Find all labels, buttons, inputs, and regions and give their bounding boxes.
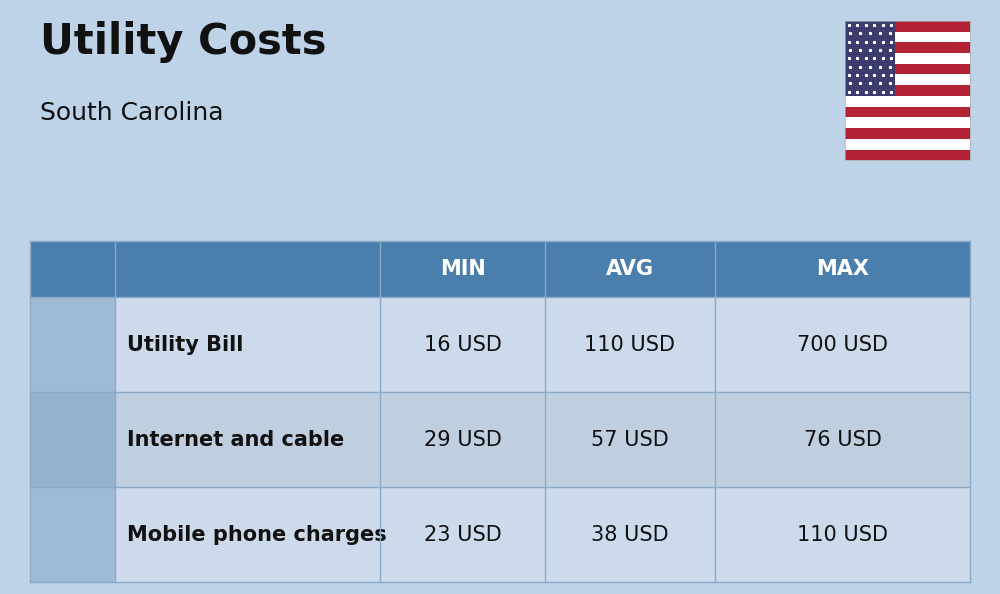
Bar [845,150,970,160]
Bar [845,21,895,96]
Text: 16 USD: 16 USD [424,334,501,355]
Text: Mobile phone charges: Mobile phone charges [127,525,387,545]
Text: MIN: MIN [440,259,485,279]
Text: 29 USD: 29 USD [424,429,501,450]
Bar [845,21,970,31]
Text: 110 USD: 110 USD [797,525,888,545]
Bar [845,139,970,150]
Text: MAX: MAX [816,259,869,279]
Bar [30,392,115,487]
Bar [845,96,970,107]
Bar [845,107,970,118]
Text: Utility Costs: Utility Costs [40,21,326,63]
Bar [30,487,115,582]
Bar [845,53,970,64]
Text: 57 USD: 57 USD [591,429,669,450]
Bar [845,64,970,74]
Text: Utility Bill: Utility Bill [127,334,243,355]
Text: 76 USD: 76 USD [804,429,881,450]
Bar [845,74,970,85]
Bar [845,118,970,128]
Text: 38 USD: 38 USD [591,525,669,545]
Bar [845,21,970,160]
Bar [30,297,115,392]
Bar [30,392,970,487]
Text: 23 USD: 23 USD [424,525,501,545]
Bar [845,42,970,53]
Text: AVG: AVG [606,259,654,279]
Bar [30,241,970,297]
Bar [30,487,970,582]
Bar [845,85,970,96]
Text: South Carolina: South Carolina [40,101,224,125]
Bar [845,31,970,42]
Bar [845,128,970,139]
Text: 700 USD: 700 USD [797,334,888,355]
Text: 110 USD: 110 USD [584,334,676,355]
Bar [30,297,970,392]
Text: Internet and cable: Internet and cable [127,429,344,450]
